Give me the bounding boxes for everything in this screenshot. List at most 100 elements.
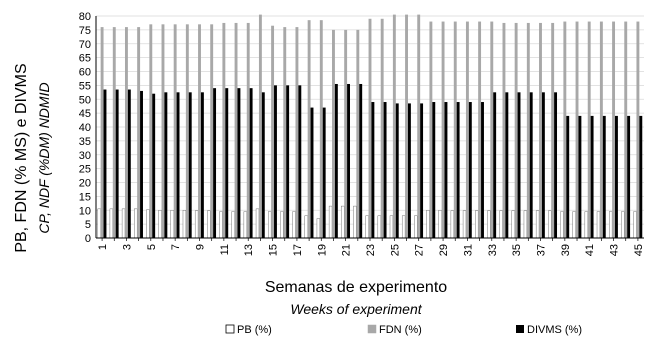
legend-label-divms: DIVMS (%) (527, 324, 582, 336)
fdn-bar (405, 14, 408, 238)
y-tick-label: 75 (79, 25, 91, 37)
pb-bar (255, 208, 260, 239)
divms-bar (627, 115, 631, 238)
divms-bar (127, 89, 131, 238)
fdn-bar (100, 27, 104, 238)
fdn-bar (368, 18, 372, 239)
pb-bar (438, 210, 442, 239)
fdn-bar (185, 24, 189, 239)
fdn-bar (295, 27, 299, 238)
divms-bar (517, 92, 521, 238)
x-tick-label: 3 (121, 244, 133, 250)
pb-bar (304, 215, 308, 239)
divms-bar (456, 102, 460, 239)
pb-bar (134, 208, 138, 239)
pb-bar (243, 211, 247, 239)
divms-bar (115, 89, 119, 238)
pb-bar (499, 210, 503, 239)
y-tick-label: 15 (79, 191, 91, 203)
pb-bar (268, 211, 272, 239)
pb-bar (535, 210, 540, 239)
divms-bar (395, 103, 399, 238)
divms-bar (615, 115, 618, 238)
x-tick-label: 11 (219, 244, 231, 255)
x-tick-label: 7 (170, 244, 182, 250)
divms-bar (176, 92, 180, 238)
divms-bar (468, 102, 472, 239)
pb-bar (182, 210, 187, 239)
y-tick-label: 50 (79, 94, 91, 106)
y-tick-label: 65 (79, 53, 91, 65)
fdn-bar (392, 14, 396, 238)
fdn-bar (283, 27, 287, 238)
legend-swatch-pb (225, 324, 235, 334)
pb-bar (353, 205, 357, 239)
pb-bar (401, 215, 406, 239)
x-tick-label: 13 (243, 244, 255, 256)
divms-bar (213, 88, 217, 239)
fdn-bar (441, 21, 445, 238)
fdn-bar (502, 22, 506, 238)
fdn-bar (563, 21, 567, 238)
fdn-bar (161, 24, 165, 239)
y-tick-label: 70 (79, 39, 91, 51)
bar-series (97, 14, 643, 239)
divms-bar (383, 102, 387, 239)
y-tick-label: 55 (79, 80, 91, 92)
pb-bar (389, 215, 394, 239)
divms-bar (444, 102, 448, 239)
divms-bar (322, 107, 326, 238)
pb-bar (328, 205, 333, 239)
pb-bar (584, 211, 588, 239)
fdn-bar (222, 22, 226, 238)
pb-bar (341, 205, 345, 239)
x-tick-label: 37 (535, 244, 547, 256)
divms-bar (371, 102, 375, 239)
x-tick-label: 45 (633, 244, 645, 256)
fdn-bar (417, 14, 421, 238)
pb-bar (316, 218, 321, 239)
y-tick-label: 20 (79, 178, 91, 190)
fdn-bar (612, 21, 616, 238)
fdn-bar (429, 21, 433, 238)
fdn-bar (575, 21, 579, 238)
pb-bar (548, 210, 552, 239)
x-axis-label: Semanas de experimento (265, 279, 447, 296)
y-tick-label: 10 (79, 205, 91, 217)
pb-bar (596, 211, 601, 239)
pb-bar (146, 209, 150, 239)
divms-bar (432, 102, 436, 239)
x-tick-label: 15 (268, 244, 280, 256)
fdn-bar (380, 18, 384, 239)
fdn-bar (234, 22, 238, 238)
x-tick-label: 41 (584, 244, 596, 256)
divms-bar (188, 92, 192, 238)
x-tick-label: 19 (316, 244, 328, 256)
divms-bar (334, 83, 338, 238)
divms-bar (200, 92, 204, 238)
fdn-bar (319, 20, 323, 238)
x-tick-label: 23 (365, 244, 377, 256)
divms-bar (602, 115, 606, 238)
fdn-bar (624, 21, 628, 238)
x-tick-label: 29 (438, 244, 450, 256)
divms-bar (298, 85, 302, 238)
x-tick-label: 17 (292, 244, 304, 256)
x-tick-label: 21 (341, 244, 353, 256)
divms-bar (286, 85, 290, 238)
divms-bar (566, 115, 570, 238)
fdn-bar (526, 22, 530, 238)
fdn-bar (599, 21, 603, 238)
divms-bar (310, 107, 314, 238)
divms-bar (529, 92, 533, 238)
fdn-bar (246, 22, 250, 238)
pb-bar (450, 210, 454, 239)
pb-bar (292, 211, 296, 239)
divms-bar (590, 115, 594, 238)
y-tick-label: 40 (79, 122, 91, 134)
divms-bar (481, 102, 484, 239)
divms-bar (347, 83, 350, 238)
pb-bar (365, 215, 369, 239)
pb-bar (97, 208, 101, 239)
fdn-bar (551, 22, 555, 238)
